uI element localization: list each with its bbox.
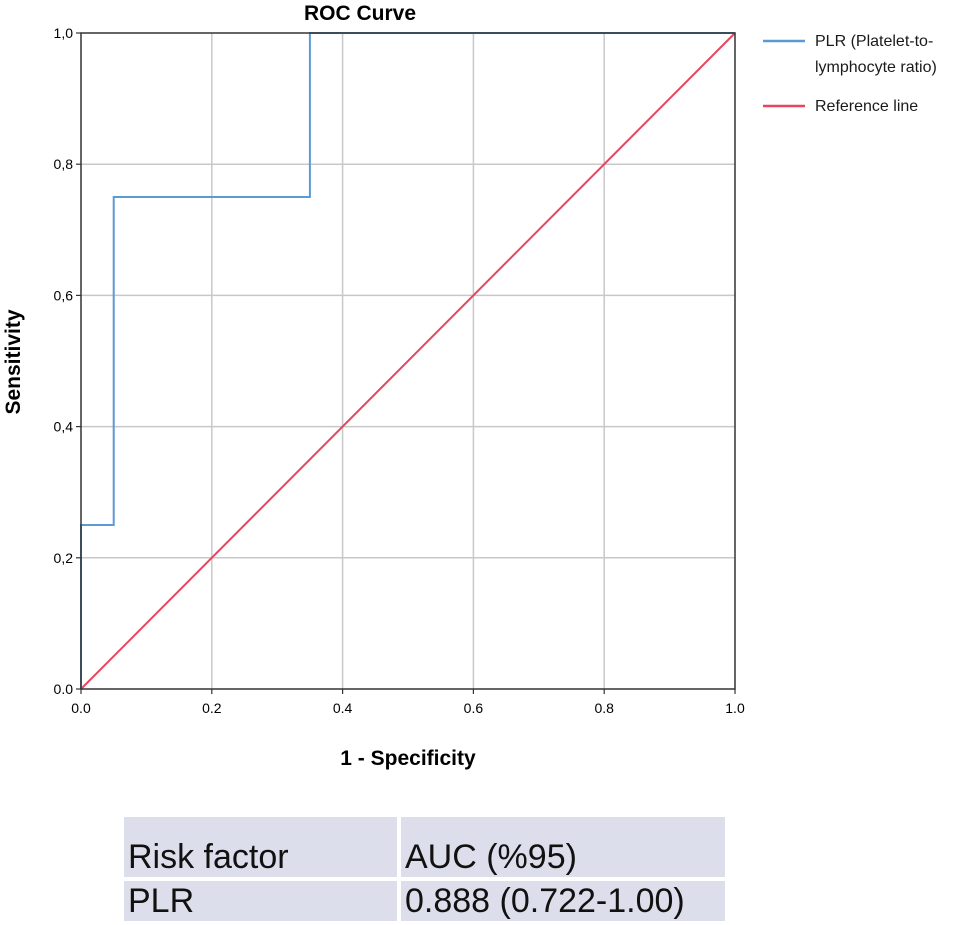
x-tick-label: 1.0 — [725, 700, 745, 716]
series-line-reference — [80, 32, 736, 690]
cell-auc: 0.888 (0.722-1.00) — [401, 881, 725, 921]
auc-table: Risk factor AUC (%95) PLR 0.888 (0.722-1… — [120, 813, 729, 925]
legend-label-plr: lymphocyte ratio) — [815, 59, 937, 76]
x-tick-label: 0.2 — [202, 700, 222, 716]
y-axis-label: Sensitivity — [2, 309, 25, 414]
chart-grid — [81, 33, 735, 689]
y-tick-label: 0,2 — [54, 550, 74, 566]
x-tick-label: 0.0 — [71, 700, 91, 716]
x-tick-label: 0.4 — [333, 700, 353, 716]
legend-label-reference: Reference line — [815, 98, 918, 115]
plot-frame — [80, 32, 736, 690]
x-tick-label: 0.6 — [464, 700, 484, 716]
y-tick-label: 0,4 — [54, 419, 74, 435]
chart-title: ROC Curve — [304, 2, 416, 25]
y-tick-label: 0.0 — [54, 681, 74, 697]
table-row: PLR 0.888 (0.722-1.00) — [124, 881, 725, 921]
y-tick-label: 1,0 — [54, 25, 74, 41]
chart-ticks: 0.0 0.2 0.4 0.6 0.8 1.0 0.0 0,2 0,4 0,6 0,8 1,0 — [54, 25, 745, 716]
cell-risk-factor: PLR — [124, 881, 397, 921]
y-tick-label: 0,8 — [54, 156, 74, 172]
y-tick-label: 0,6 — [54, 287, 74, 303]
legend-label-plr: PLR (Platelet-to- — [815, 33, 933, 50]
x-axis-label: 1 - Specificity — [340, 747, 476, 770]
chart-series — [80, 32, 736, 690]
chart-legend: PLR (Platelet-to-lymphocyte ratio) Refere… — [763, 33, 937, 115]
header-risk-factor: Risk factor — [124, 817, 397, 877]
roc-chart: 0.0 0.2 0.4 0.6 0.8 1.0 0.0 0,2 0,4 0,6 0,8 1,0 ROC… — [2, 2, 937, 770]
table-header-row: Risk factor AUC (%95) — [124, 817, 725, 877]
x-tick-label: 0.8 — [594, 700, 614, 716]
header-auc: AUC (%95) — [401, 817, 725, 877]
